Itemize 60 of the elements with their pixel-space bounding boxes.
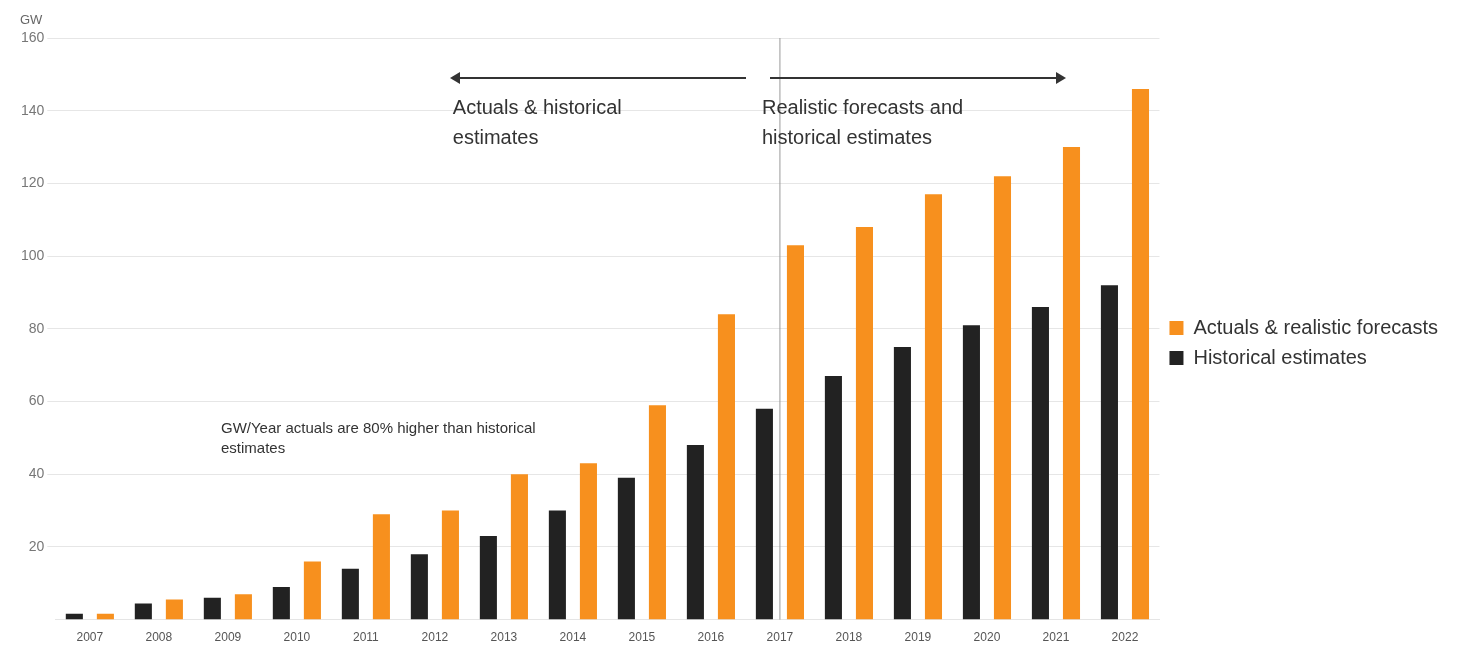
bar: [1062, 147, 1081, 620]
bar: [617, 477, 635, 620]
x-tick-label: 2017: [766, 630, 794, 645]
x-tick-label: 2009: [214, 630, 242, 645]
bar: [993, 176, 1012, 620]
y-tick-label: 120: [21, 174, 45, 191]
bar: [165, 599, 183, 620]
legend-label: Historical estimates: [1193, 345, 1367, 368]
bar: [303, 561, 321, 620]
y-tick-label: 20: [28, 537, 45, 554]
bar: [234, 594, 252, 620]
bar: [1100, 285, 1118, 620]
bar: [924, 194, 943, 620]
bar: [786, 245, 804, 620]
bar: [548, 510, 566, 620]
bar: [479, 536, 497, 620]
y-tick-label: 140: [21, 101, 45, 118]
x-tick-label: 2011: [352, 630, 380, 645]
annotation: GW/Year actuals are 80% higher than historical estimates: [220, 419, 536, 457]
y-tick-label: 60: [28, 392, 45, 409]
x-tick-label: 2019: [904, 630, 932, 645]
bar: [717, 314, 735, 620]
bar: [1031, 306, 1049, 620]
bar: [510, 474, 528, 620]
bar: [1131, 88, 1150, 620]
y-tick-label: 40: [28, 465, 45, 482]
x-tick-label: 2022: [1111, 630, 1139, 645]
x-tick-label: 2021: [1042, 630, 1070, 645]
bar: [648, 405, 666, 620]
bar: [203, 597, 221, 620]
x-tick-label: 2020: [973, 630, 1001, 645]
bar: [579, 463, 597, 620]
bar: [824, 376, 842, 620]
annotation: Realistic forecasts and historical estimates: [761, 95, 964, 148]
bar: [272, 586, 290, 620]
y-axis-title: GW: [20, 12, 44, 27]
x-tick-label: 2010: [283, 630, 311, 645]
bar: [441, 510, 459, 620]
bar: [410, 554, 428, 620]
x-tick-label: 2014: [559, 630, 587, 645]
x-tick-label: 2007: [76, 630, 104, 645]
bar: [134, 603, 152, 620]
y-tick-label: 80: [28, 319, 45, 336]
x-tick-label: 2018: [835, 630, 863, 645]
x-tick-label: 2008: [145, 630, 173, 645]
y-tick-label: 100: [21, 246, 45, 263]
y-tick-label: 160: [21, 28, 45, 45]
bar: [372, 514, 390, 620]
x-tick-label: 2015: [628, 630, 656, 645]
bar: [755, 408, 773, 620]
x-tick-label: 2012: [421, 630, 449, 645]
bar: [855, 227, 873, 620]
bar: [962, 325, 980, 620]
legend-label: Actuals & realistic forecasts: [1193, 315, 1438, 338]
x-tick-label: 2016: [697, 630, 725, 645]
bar: [341, 568, 359, 620]
bar: [893, 346, 911, 620]
bar: [686, 445, 704, 620]
x-tick-label: 2013: [490, 630, 518, 645]
annotation: Actuals & historical estimates: [452, 95, 622, 148]
